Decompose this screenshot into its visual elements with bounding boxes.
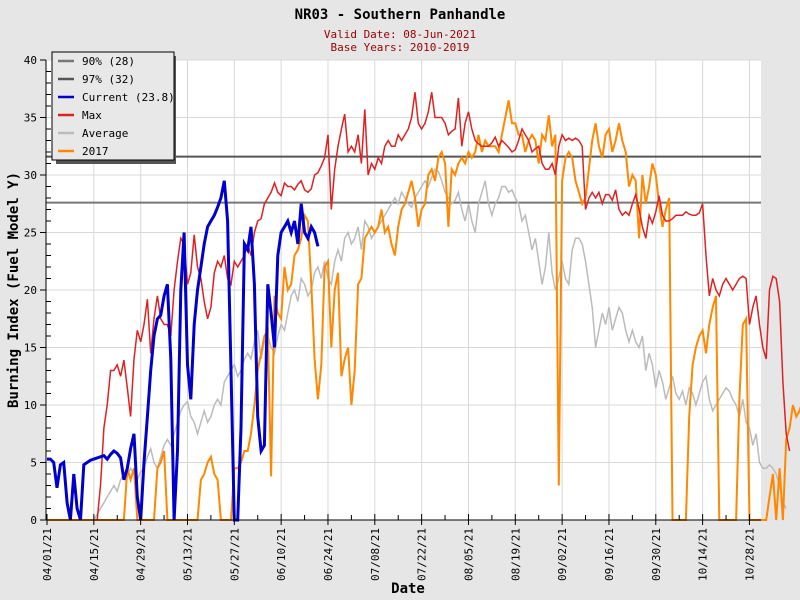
x-axis-label: Date (391, 581, 425, 597)
y-tick-label: 10 (24, 399, 37, 412)
x-tick-label: 06/24/21 (322, 528, 335, 581)
chart-subtitle-valid-date: Valid Date: 08-Jun-2021 (324, 28, 476, 41)
x-tick-label: 09/30/21 (650, 528, 663, 581)
legend-label: 90% (28) (82, 55, 135, 68)
y-tick-label: 15 (24, 342, 37, 355)
chart-subtitle-base-years: Base Years: 2010-2019 (330, 41, 469, 54)
x-tick-label: 05/27/21 (228, 528, 241, 581)
legend-label: 97% (32) (82, 73, 135, 86)
y-axis-ticks: 0 5 10 15 20 25 30 35 40 (24, 54, 51, 527)
legend-label: Current (23.8) (82, 91, 175, 104)
x-tick-label: 04/29/21 (135, 528, 148, 581)
x-tick-label: 08/05/21 (462, 528, 475, 581)
x-tick-label: 07/22/21 (416, 528, 429, 581)
x-axis-ticks: 04/01/21 04/15/21 04/29/21 05/13/21 05/27/21… (41, 514, 756, 581)
series-line-max (96, 92, 791, 521)
x-tick-label: 04/01/21 (41, 528, 54, 581)
y-tick-label: 20 (24, 284, 37, 297)
legend: 90% (28) 97% (32) Current (23.8) Max Average… (51, 51, 176, 164)
x-tick-label: 09/16/21 (603, 528, 616, 581)
x-tick-label: 10/28/21 (743, 528, 756, 581)
y-tick-label: 40 (24, 54, 37, 67)
y-tick-label: 0 (30, 514, 37, 527)
y-tick-label: 35 (24, 112, 37, 125)
x-tick-label: 08/19/21 (509, 528, 522, 581)
legend-label: Max (82, 109, 102, 122)
y-axis-label: Burning Index (Fuel Model Y) (6, 172, 22, 408)
legend-label: 2017 (82, 145, 109, 158)
legend-box (51, 51, 175, 161)
x-tick-label: 04/15/21 (88, 528, 101, 581)
series-line-current-23-8 (47, 180, 320, 522)
x-tick-label: 06/10/21 (275, 528, 288, 581)
y-tick-label: 30 (24, 169, 37, 182)
chart-title: NR03 - Southern Panhandle (295, 7, 506, 23)
y-tick-label: 25 (24, 227, 37, 240)
y-tick-label: 5 (30, 457, 37, 470)
legend-label: Average (82, 127, 128, 140)
x-tick-label: 05/13/21 (181, 528, 194, 581)
x-tick-label: 10/14/21 (697, 528, 710, 581)
x-tick-label: 09/02/21 (556, 528, 569, 581)
x-tick-label: 07/08/21 (369, 528, 382, 581)
